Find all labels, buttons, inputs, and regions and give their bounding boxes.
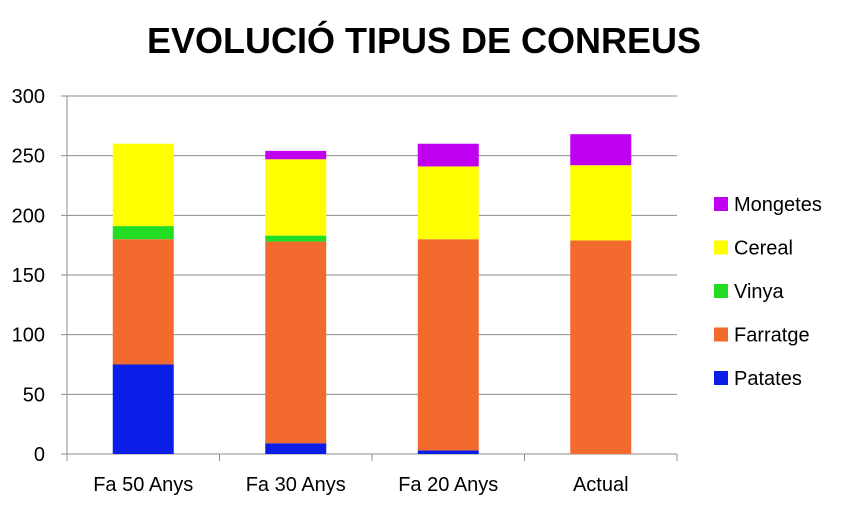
bars xyxy=(112,134,632,454)
bar-segment-cereal xyxy=(417,166,479,240)
bar-segment-patates xyxy=(417,450,479,454)
legend-label-patates: Patates xyxy=(734,368,802,390)
x-tick-label: Fa 50 Anys xyxy=(93,474,193,496)
bar-segment-patates xyxy=(112,364,174,454)
bar-segment-mongetes xyxy=(265,150,327,160)
y-tick-label: 50 xyxy=(23,384,45,406)
y-tick-label: 300 xyxy=(12,86,45,108)
legend-swatch-cereal xyxy=(714,240,728,255)
legend-label-farratge: Farratge xyxy=(734,325,810,347)
y-axis-ticks: 0 50 100 150 200 250 300 xyxy=(12,86,45,466)
y-tick-label: 150 xyxy=(12,265,45,287)
legend-label-cereal: Cereal xyxy=(734,238,793,260)
bar-segment-patates xyxy=(265,443,327,454)
legend-swatch-vinya xyxy=(714,284,728,298)
x-tick-label: Actual xyxy=(573,474,629,496)
legend: Mongetes Cereal Vinya Farratge Patates xyxy=(714,194,822,390)
y-tick-label: 250 xyxy=(12,146,45,168)
chart-title: EVOLUCIÓ TIPUS DE CONREUS xyxy=(147,19,701,61)
legend-swatch-farratge xyxy=(714,327,728,342)
bar-segment-vinya xyxy=(265,235,327,242)
bar-segment-vinya xyxy=(112,226,174,240)
bar-segment-cereal xyxy=(112,143,174,227)
legend-label-mongetes: Mongetes xyxy=(734,194,822,216)
bar-segment-cereal xyxy=(265,159,327,236)
legend-swatch-patates xyxy=(714,371,728,385)
bar-segment-mongetes xyxy=(417,143,479,167)
y-tick-label: 200 xyxy=(12,205,45,227)
y-tick-label: 100 xyxy=(12,325,45,347)
x-tick-label: Fa 30 Anys xyxy=(246,474,346,496)
y-tick-label: 0 xyxy=(34,444,45,466)
bar-segment-mongetes xyxy=(570,134,632,166)
bar-segment-farratge xyxy=(570,240,632,454)
bar-segment-cereal xyxy=(570,165,632,241)
bar-segment-farratge xyxy=(112,239,174,365)
x-tick-label: Fa 20 Anys xyxy=(398,474,498,496)
legend-swatch-mongetes xyxy=(714,197,728,211)
legend-label-vinya: Vinya xyxy=(734,281,785,303)
x-axis-ticks: Fa 50 Anys Fa 30 Anys Fa 20 Anys Actual xyxy=(93,474,628,496)
bar-segment-farratge xyxy=(417,239,479,451)
bar-segment-farratge xyxy=(265,241,327,444)
